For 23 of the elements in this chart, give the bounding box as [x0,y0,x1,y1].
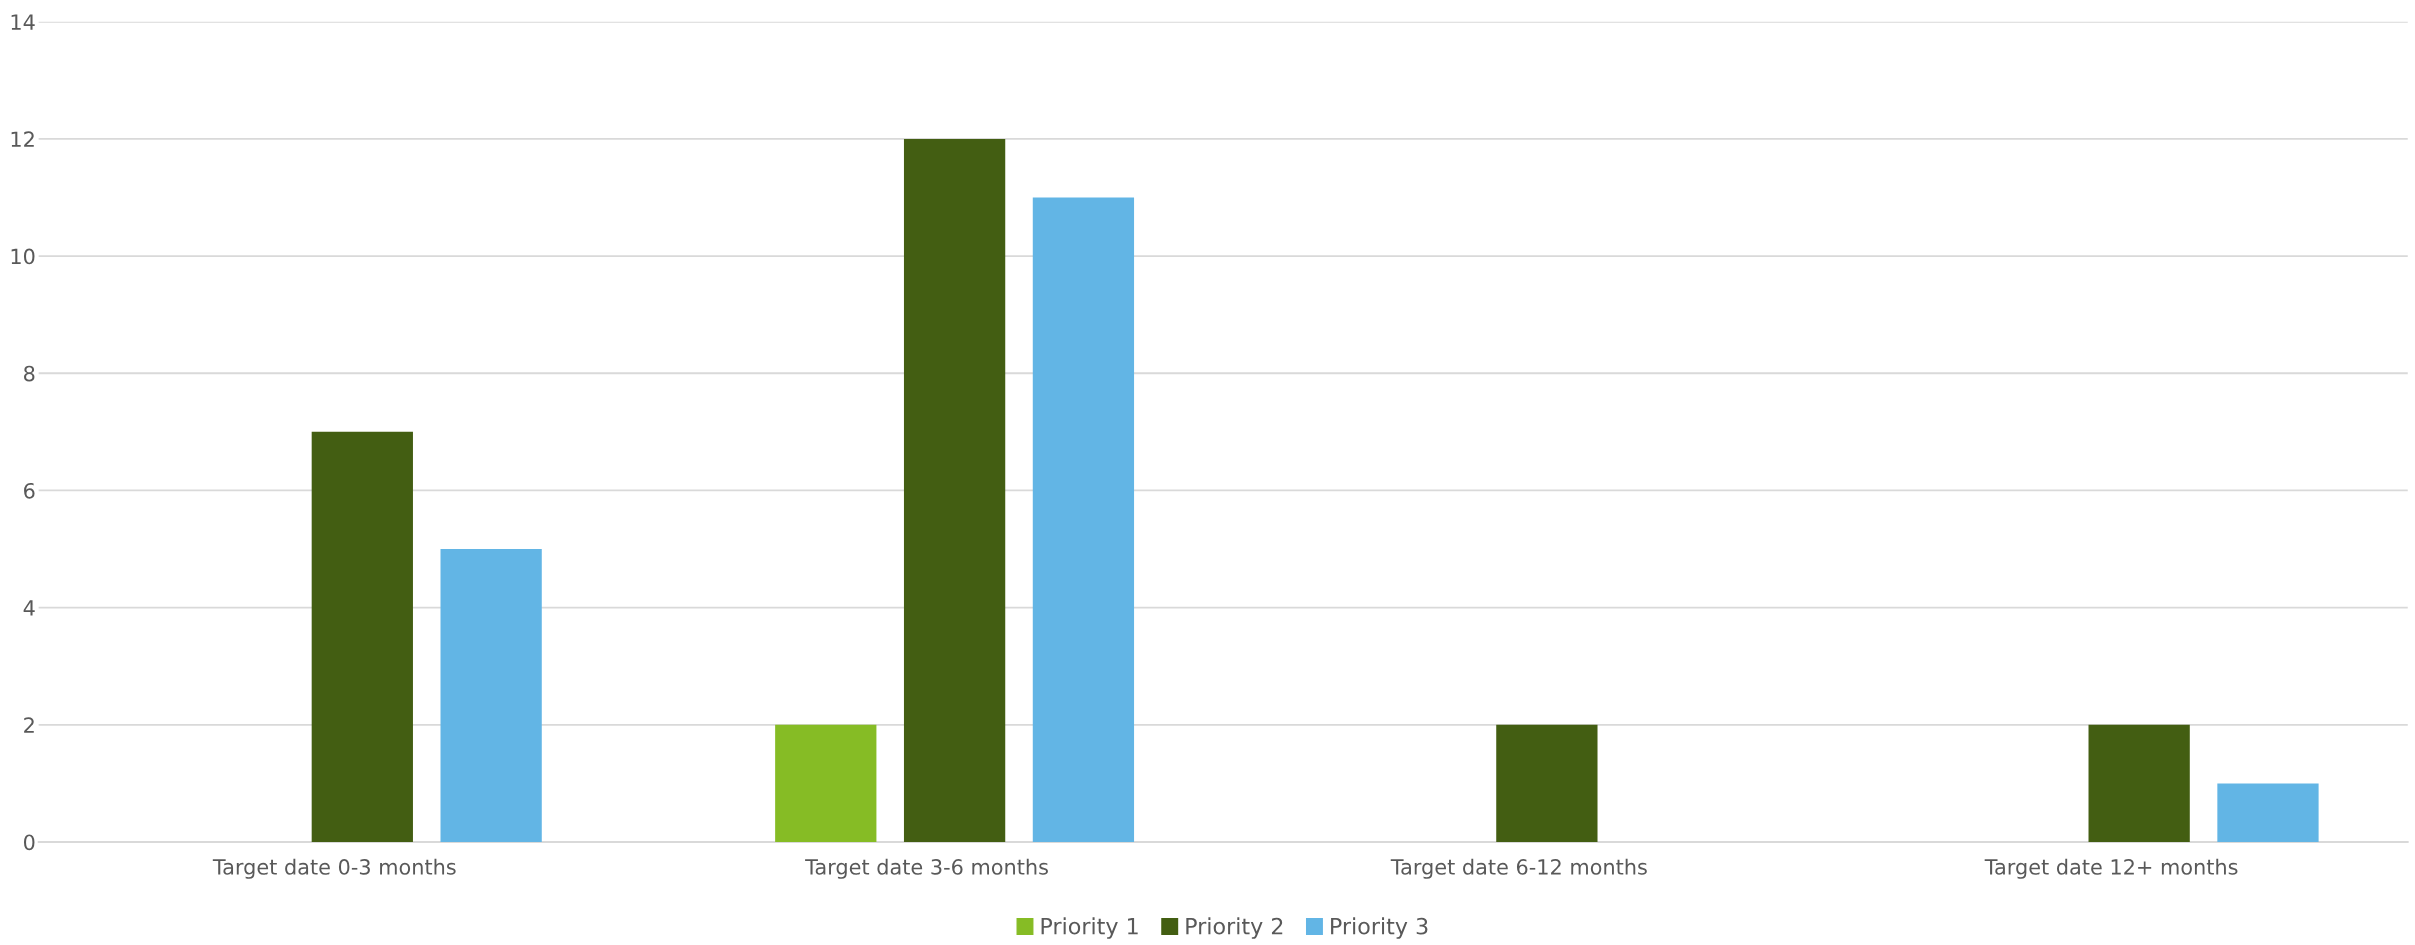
x-tick-label: Target date 6-12 months [1390,858,1647,879]
y-tick-label: 2 [24,717,34,733]
y-tick-label: 8 [24,365,35,382]
legend-label: Priority 2 [1186,917,1283,939]
y-tick-label: 0 [23,834,35,851]
bar [2088,724,2190,842]
legend-label: Priority 3 [1331,917,1428,939]
bar [903,138,1006,842]
bar [775,724,877,842]
x-tick-label: Target date 12+ months [1984,858,2238,879]
y-tick-label: 10 [11,248,35,265]
legend-label: Priority 1 [1041,917,1138,939]
bar [1032,197,1135,842]
bar [1496,724,1598,842]
bar [311,431,413,842]
y-tick-label: 12 [11,131,34,147]
x-tick-label: Target date 3-6 months [805,858,1048,879]
bar [440,549,542,842]
y-tick-label: 6 [24,482,35,499]
y-tick-label: 4 [23,600,35,616]
y-tick-label: 14 [11,14,35,30]
x-tick-label: Target date 0-3 months [212,858,456,879]
bar [2217,783,2319,842]
